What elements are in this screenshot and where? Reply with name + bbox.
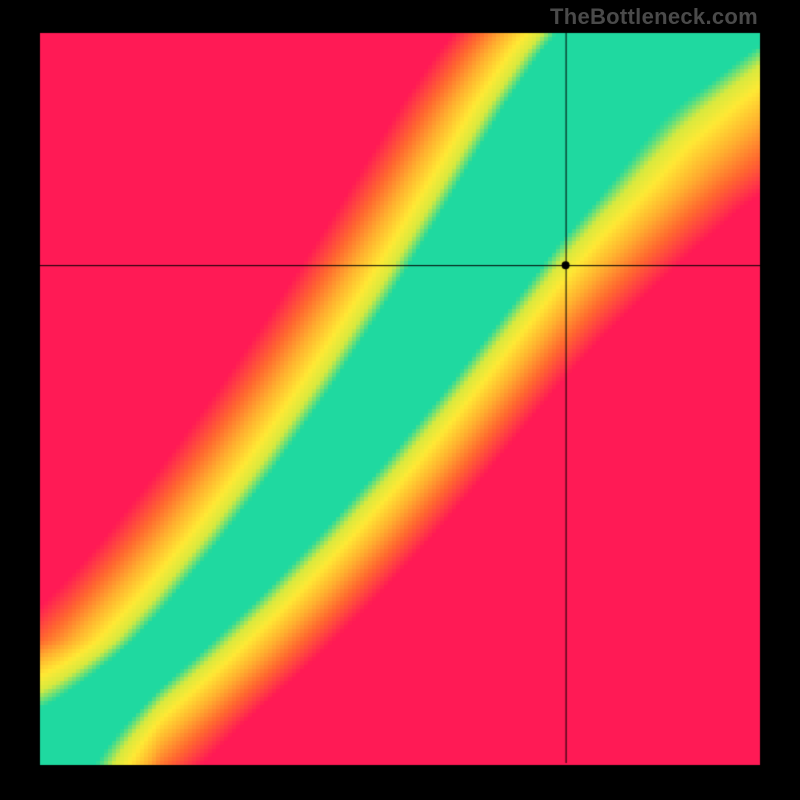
watermark-label: TheBottleneck.com xyxy=(550,4,758,30)
heatmap-canvas xyxy=(0,0,800,800)
chart-container: TheBottleneck.com xyxy=(0,0,800,800)
